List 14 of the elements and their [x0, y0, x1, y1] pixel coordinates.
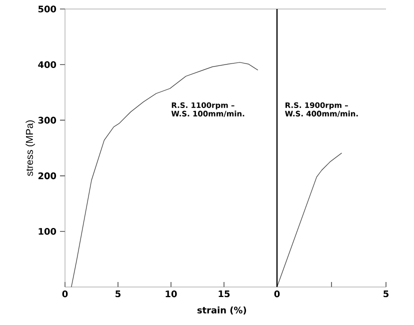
y-tick-label: 500	[38, 6, 56, 12]
x-tick-label: 5	[116, 290, 120, 298]
y-tick-label: 200	[38, 172, 56, 180]
x-tick-label: 0	[274, 290, 280, 298]
x-axis-title: strain (%)	[197, 306, 246, 315]
x-tick-label: 5	[384, 290, 388, 298]
y-axis-title: stress (MPa)	[26, 120, 35, 176]
x-tick-label: 10	[166, 290, 177, 298]
line-series	[71, 62, 258, 287]
y-tick-label: 300	[38, 116, 56, 124]
x-tick-label: 15	[218, 290, 230, 298]
x-tick-label: 0	[62, 290, 68, 298]
y-tick-label: 100	[38, 228, 56, 235]
y-tick-label: 400	[38, 61, 56, 68]
